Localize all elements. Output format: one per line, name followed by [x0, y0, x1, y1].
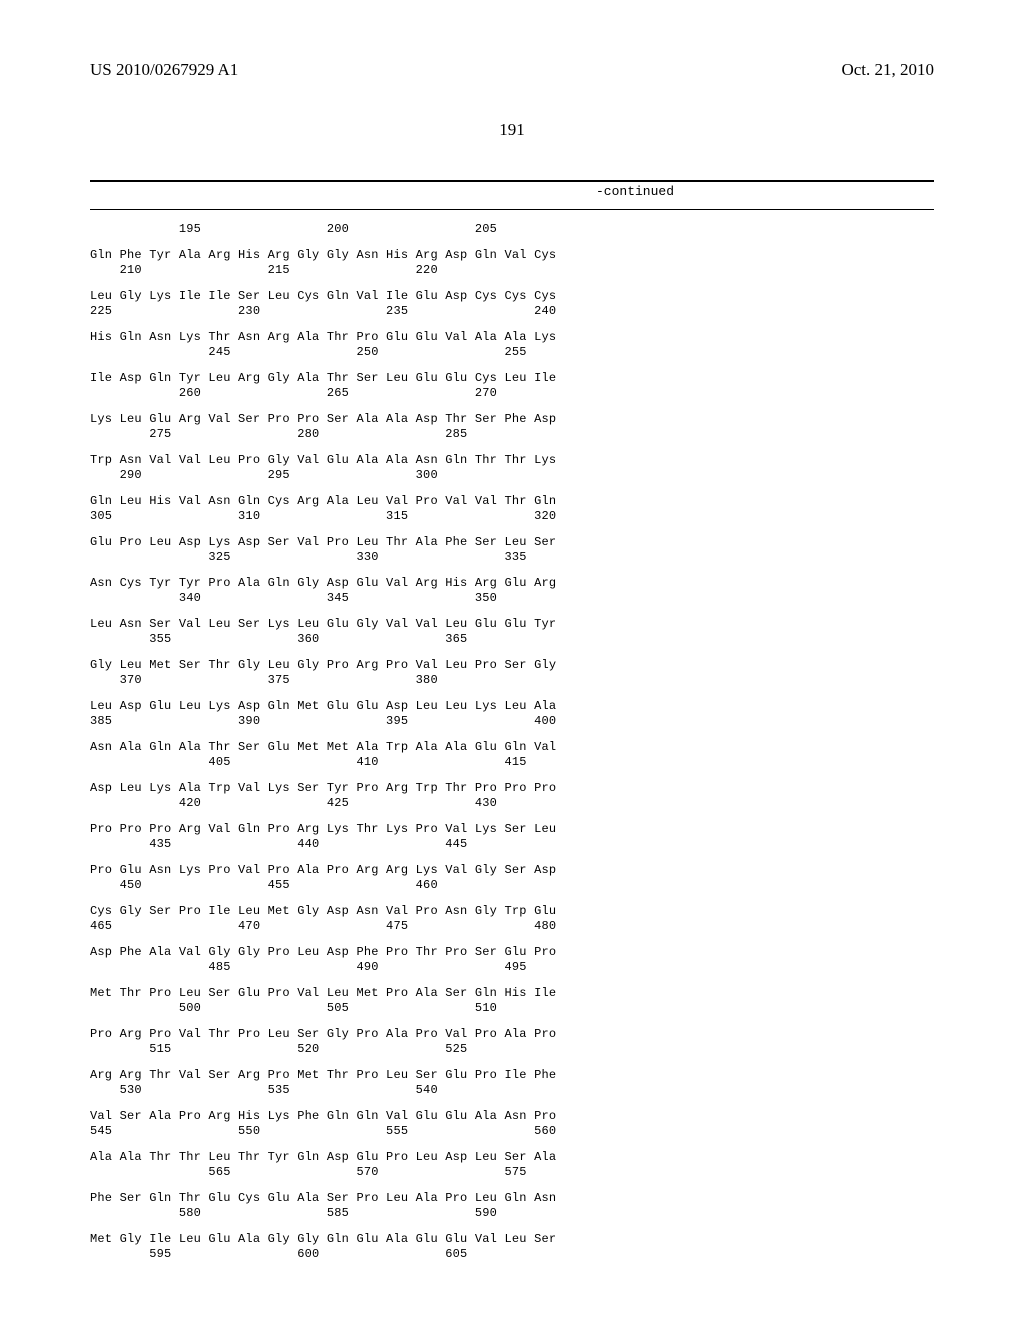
amino-acid-row: Asn Cys Tyr Tyr Pro Ala Gln Gly Asp Glu … — [90, 576, 934, 591]
position-number-row: 305 310 315 320 — [90, 509, 934, 524]
sequence-group: Phe Ser Gln Thr Glu Cys Glu Ala Ser Pro … — [90, 1191, 934, 1221]
position-number-row: 405 410 415 — [90, 755, 934, 770]
amino-acid-row: Ala Ala Thr Thr Leu Thr Tyr Gln Asp Glu … — [90, 1150, 934, 1165]
amino-acid-row: Asp Leu Lys Ala Trp Val Lys Ser Tyr Pro … — [90, 781, 934, 796]
page-number: 191 — [90, 120, 934, 140]
sequence-group: Pro Glu Asn Lys Pro Val Pro Ala Pro Arg … — [90, 863, 934, 893]
position-number-row: 485 490 495 — [90, 960, 934, 975]
sequence-group: Cys Gly Ser Pro Ile Leu Met Gly Asp Asn … — [90, 904, 934, 934]
sequence-group: Pro Arg Pro Val Thr Pro Leu Ser Gly Pro … — [90, 1027, 934, 1057]
position-number-row: 450 455 460 — [90, 878, 934, 893]
amino-acid-row: Glu Pro Leu Asp Lys Asp Ser Val Pro Leu … — [90, 535, 934, 550]
position-number-row: 420 425 430 — [90, 796, 934, 811]
position-number-row: 500 505 510 — [90, 1001, 934, 1016]
position-number-row: 545 550 555 560 — [90, 1124, 934, 1139]
amino-acid-row: Gln Leu His Val Asn Gln Cys Arg Ala Leu … — [90, 494, 934, 509]
position-number-row: 325 330 335 — [90, 550, 934, 565]
amino-acid-row: Lys Leu Glu Arg Val Ser Pro Pro Ser Ala … — [90, 412, 934, 427]
sequence-group: Ala Ala Thr Thr Leu Thr Tyr Gln Asp Glu … — [90, 1150, 934, 1180]
position-number-row: 195 200 205 — [90, 222, 934, 237]
amino-acid-row: His Gln Asn Lys Thr Asn Arg Ala Thr Pro … — [90, 330, 934, 345]
amino-acid-row: Phe Ser Gln Thr Glu Cys Glu Ala Ser Pro … — [90, 1191, 934, 1206]
position-number-row: 225 230 235 240 — [90, 304, 934, 319]
position-number-row: 355 360 365 — [90, 632, 934, 647]
sequence-group: Gln Leu His Val Asn Gln Cys Arg Ala Leu … — [90, 494, 934, 524]
amino-acid-row: Leu Asn Ser Val Leu Ser Lys Leu Glu Gly … — [90, 617, 934, 632]
amino-acid-row: Leu Asp Glu Leu Lys Asp Gln Met Glu Glu … — [90, 699, 934, 714]
sequence-group: Glu Pro Leu Asp Lys Asp Ser Val Pro Leu … — [90, 535, 934, 565]
sequence-group: Asn Ala Gln Ala Thr Ser Glu Met Met Ala … — [90, 740, 934, 770]
continued-rule: -continued — [90, 180, 934, 203]
amino-acid-row: Leu Gly Lys Ile Ile Ser Leu Cys Gln Val … — [90, 289, 934, 304]
position-number-row: 530 535 540 — [90, 1083, 934, 1098]
sequence-group: Met Thr Pro Leu Ser Glu Pro Val Leu Met … — [90, 986, 934, 1016]
page-container: US 2010/0267929 A1 Oct. 21, 2010 191 -co… — [0, 0, 1024, 1320]
position-number-row: 580 585 590 — [90, 1206, 934, 1221]
position-number-row: 435 440 445 — [90, 837, 934, 852]
sequence-group: Asp Leu Lys Ala Trp Val Lys Ser Tyr Pro … — [90, 781, 934, 811]
position-number-row: 275 280 285 — [90, 427, 934, 442]
amino-acid-row: Trp Asn Val Val Leu Pro Gly Val Glu Ala … — [90, 453, 934, 468]
sequence-listing: 195 200 205 Gln Phe Tyr Ala Arg His Arg … — [90, 222, 934, 1262]
sequence-group: Gln Phe Tyr Ala Arg His Arg Gly Gly Asn … — [90, 248, 934, 278]
amino-acid-row: Cys Gly Ser Pro Ile Leu Met Gly Asp Asn … — [90, 904, 934, 919]
sequence-group: Trp Asn Val Val Leu Pro Gly Val Glu Ala … — [90, 453, 934, 483]
page-header: US 2010/0267929 A1 Oct. 21, 2010 — [90, 60, 934, 80]
publication-date: Oct. 21, 2010 — [841, 60, 934, 80]
sequence-group: Pro Pro Pro Arg Val Gln Pro Arg Lys Thr … — [90, 822, 934, 852]
position-number-row: 210 215 220 — [90, 263, 934, 278]
sequence-group: Lys Leu Glu Arg Val Ser Pro Pro Ser Ala … — [90, 412, 934, 442]
amino-acid-row: Arg Arg Thr Val Ser Arg Pro Met Thr Pro … — [90, 1068, 934, 1083]
position-number-row: 340 345 350 — [90, 591, 934, 606]
amino-acid-row: Pro Glu Asn Lys Pro Val Pro Ala Pro Arg … — [90, 863, 934, 878]
sequence-group: Met Gly Ile Leu Glu Ala Gly Gly Gln Glu … — [90, 1232, 934, 1262]
position-number-row: 290 295 300 — [90, 468, 934, 483]
amino-acid-row: Pro Pro Pro Arg Val Gln Pro Arg Lys Thr … — [90, 822, 934, 837]
position-number-row: 595 600 605 — [90, 1247, 934, 1262]
sequence-group: Val Ser Ala Pro Arg His Lys Phe Gln Gln … — [90, 1109, 934, 1139]
position-number-row: 515 520 525 — [90, 1042, 934, 1057]
position-number-row: 370 375 380 — [90, 673, 934, 688]
publication-number: US 2010/0267929 A1 — [90, 60, 238, 80]
amino-acid-row: Asn Ala Gln Ala Thr Ser Glu Met Met Ala … — [90, 740, 934, 755]
amino-acid-row: Met Thr Pro Leu Ser Glu Pro Val Leu Met … — [90, 986, 934, 1001]
sequence-group: 195 200 205 — [90, 222, 934, 237]
sequence-group: His Gln Asn Lys Thr Asn Arg Ala Thr Pro … — [90, 330, 934, 360]
position-number-row: 245 250 255 — [90, 345, 934, 360]
sequence-group: Leu Gly Lys Ile Ile Ser Leu Cys Gln Val … — [90, 289, 934, 319]
sequence-group: Asp Phe Ala Val Gly Gly Pro Leu Asp Phe … — [90, 945, 934, 975]
position-number-row: 565 570 575 — [90, 1165, 934, 1180]
sequence-group: Leu Asn Ser Val Leu Ser Lys Leu Glu Gly … — [90, 617, 934, 647]
position-number-row: 465 470 475 480 — [90, 919, 934, 934]
amino-acid-row: Met Gly Ile Leu Glu Ala Gly Gly Gln Glu … — [90, 1232, 934, 1247]
continued-label: -continued — [90, 182, 934, 203]
amino-acid-row: Ile Asp Gln Tyr Leu Arg Gly Ala Thr Ser … — [90, 371, 934, 386]
amino-acid-row: Gly Leu Met Ser Thr Gly Leu Gly Pro Arg … — [90, 658, 934, 673]
position-number-row: 385 390 395 400 — [90, 714, 934, 729]
position-number-row: 260 265 270 — [90, 386, 934, 401]
amino-acid-row: Asp Phe Ala Val Gly Gly Pro Leu Asp Phe … — [90, 945, 934, 960]
amino-acid-row: Gln Phe Tyr Ala Arg His Arg Gly Gly Asn … — [90, 248, 934, 263]
sequence-group: Arg Arg Thr Val Ser Arg Pro Met Thr Pro … — [90, 1068, 934, 1098]
sequence-group: Gly Leu Met Ser Thr Gly Leu Gly Pro Arg … — [90, 658, 934, 688]
sequence-group: Leu Asp Glu Leu Lys Asp Gln Met Glu Glu … — [90, 699, 934, 729]
sequence-group: Ile Asp Gln Tyr Leu Arg Gly Ala Thr Ser … — [90, 371, 934, 401]
sequence-group: Asn Cys Tyr Tyr Pro Ala Gln Gly Asp Glu … — [90, 576, 934, 606]
amino-acid-row: Pro Arg Pro Val Thr Pro Leu Ser Gly Pro … — [90, 1027, 934, 1042]
sequence-divider — [90, 209, 934, 210]
amino-acid-row: Val Ser Ala Pro Arg His Lys Phe Gln Gln … — [90, 1109, 934, 1124]
